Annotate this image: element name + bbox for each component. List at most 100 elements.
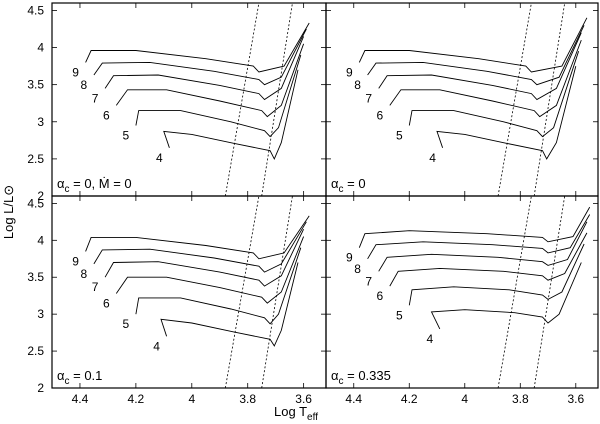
mass-label-7: 7: [365, 274, 372, 288]
panel-label-symbol: α: [57, 176, 65, 191]
x-tick-label: 4.2: [401, 392, 418, 406]
mass-label-6: 6: [103, 297, 110, 311]
track-mass-7: [104, 36, 305, 101]
track-mass-5: [408, 243, 585, 306]
panel-label-value: = 0: [344, 176, 366, 191]
y-tick-label: 3.5: [27, 270, 44, 284]
panel-label-sub: c: [65, 376, 70, 387]
x-tick-label: 4.4: [345, 392, 362, 406]
instability-strip-edge-blue: [224, 196, 260, 388]
instability-strip-edge-blue: [224, 3, 260, 196]
y-tick-label: 4.5: [27, 196, 44, 210]
track-mass-9: [85, 215, 310, 260]
instability-strip-edge-red: [533, 3, 566, 196]
panel-plot-area: [358, 196, 591, 388]
track-mass-6: [115, 43, 305, 118]
mass-label-4: 4: [426, 332, 433, 346]
x-tick-label: 4: [461, 392, 468, 406]
mass-label-9: 9: [346, 251, 353, 265]
mass-label-6: 6: [103, 108, 110, 122]
panel-label-symbol: α: [57, 368, 65, 383]
instability-strip-edge-blue: [497, 3, 532, 196]
instability-strip-edge-red: [533, 196, 566, 388]
x-axis-label-sub: eff: [307, 412, 318, 423]
track-mass-6: [389, 232, 588, 287]
panel-plot-area: [85, 3, 310, 196]
mass-label-7: 7: [92, 280, 99, 294]
panel-label-value: = 0.1: [70, 368, 103, 383]
x-tick-label: 3.6: [567, 392, 584, 406]
y-tick-label: 4: [37, 41, 44, 55]
mass-label-9: 9: [72, 254, 79, 268]
x-tick-label: 4.4: [72, 392, 89, 406]
x-tick-label: 4: [188, 392, 195, 406]
mass-label-4: 4: [429, 151, 436, 165]
instability-strip-edge-red: [261, 196, 293, 388]
x-axis-label: Log Teff: [274, 404, 318, 423]
mass-label-8: 8: [81, 78, 88, 92]
panel-label-value: = 0.335: [344, 368, 391, 383]
track-mass-4: [430, 262, 582, 330]
panel-plot-area: [85, 196, 310, 388]
y-tick-label: 4: [37, 233, 44, 247]
track-mass-5: [135, 247, 302, 325]
mass-label-7: 7: [92, 91, 99, 105]
x-axis-label-main: Log T: [274, 404, 307, 419]
y-tick-label: 2.5: [27, 152, 44, 166]
track-mass-4: [160, 262, 299, 347]
track-mass-8: [93, 221, 307, 273]
mass-label-5: 5: [396, 129, 403, 143]
mass-label-5: 5: [123, 317, 130, 331]
mass-label-5: 5: [396, 308, 403, 322]
track-mass-8: [367, 25, 585, 86]
mass-label-5: 5: [123, 129, 130, 143]
panel-label: αc = 0.335: [331, 368, 391, 387]
x-tick-label: 3.8: [239, 392, 256, 406]
track-mass-6: [115, 236, 305, 304]
y-axis-label: Log L/L⊙: [1, 185, 16, 239]
panel-label: αc = 0, Ṁ = 0: [57, 176, 132, 195]
track-mass-7: [378, 32, 582, 101]
instability-strip-edge-blue: [497, 196, 532, 388]
track-mass-5: [408, 51, 580, 138]
mass-label-7: 7: [365, 91, 372, 105]
y-tick-label: 3: [37, 115, 44, 129]
panel-frame: [325, 195, 599, 389]
x-tick-label: 3.8: [512, 392, 529, 406]
track-mass-8: [93, 28, 307, 86]
y-tick-label: 4.5: [27, 3, 44, 17]
x-tick-label: 4.2: [128, 392, 145, 406]
panel-label-symbol: α: [331, 368, 339, 383]
mass-label-8: 8: [354, 78, 361, 92]
mass-label-4: 4: [153, 339, 160, 353]
track-mass-4: [436, 65, 577, 160]
panel-label-sub: c: [339, 376, 344, 387]
y-tick-label: 3.5: [27, 78, 44, 92]
mass-label-9: 9: [346, 65, 353, 79]
y-tick-label: 3: [37, 307, 44, 321]
panel-label: αc = 0.1: [57, 368, 102, 387]
track-mass-9: [358, 17, 588, 73]
track-mass-7: [104, 229, 305, 287]
panel-plot-area: [358, 3, 588, 196]
track-mass-7: [378, 221, 588, 272]
panel-label: αc = 0: [331, 176, 366, 195]
instability-strip-edge-red: [261, 3, 293, 196]
mass-label-6: 6: [376, 108, 383, 122]
mass-label-8: 8: [354, 262, 361, 276]
mass-label-6: 6: [376, 289, 383, 303]
track-mass-9: [358, 206, 591, 248]
track-mass-4: [163, 69, 299, 160]
panel-label-sub: c: [339, 184, 344, 195]
panel-label-sub: c: [65, 184, 70, 195]
x-tick-label: 3.6: [295, 392, 312, 406]
track-mass-8: [367, 214, 591, 260]
track-mass-6: [389, 39, 582, 118]
mass-label-9: 9: [72, 65, 79, 79]
